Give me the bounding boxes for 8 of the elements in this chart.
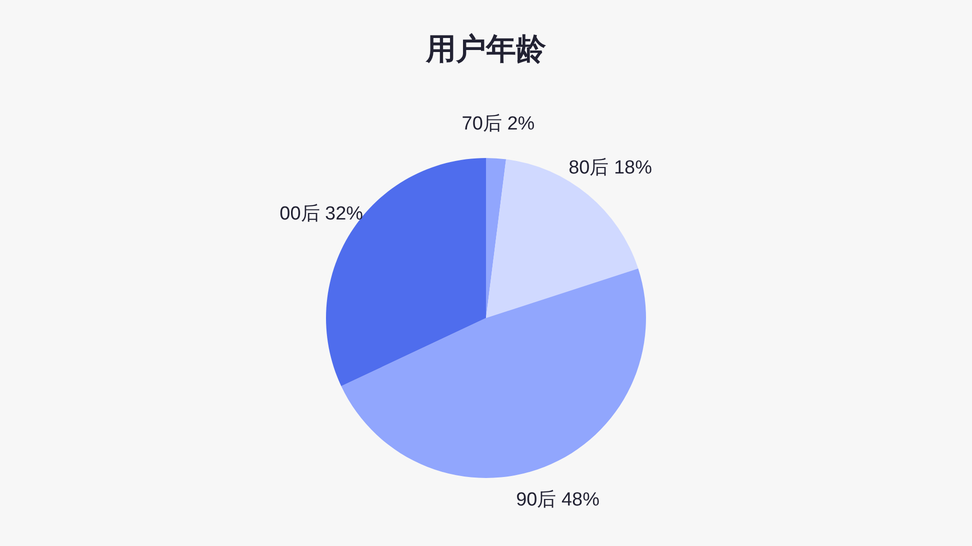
- slice-label: 70后 2%: [462, 113, 535, 134]
- pie-slice: [341, 268, 646, 478]
- slice-label: 90后 48%: [516, 489, 600, 510]
- slice-label: 00后 32%: [280, 204, 364, 225]
- pie-slice: [486, 158, 506, 318]
- chart-title: 用户年龄: [425, 32, 547, 66]
- slice-label: 80后 18%: [568, 158, 652, 179]
- pie-slice: [326, 158, 486, 386]
